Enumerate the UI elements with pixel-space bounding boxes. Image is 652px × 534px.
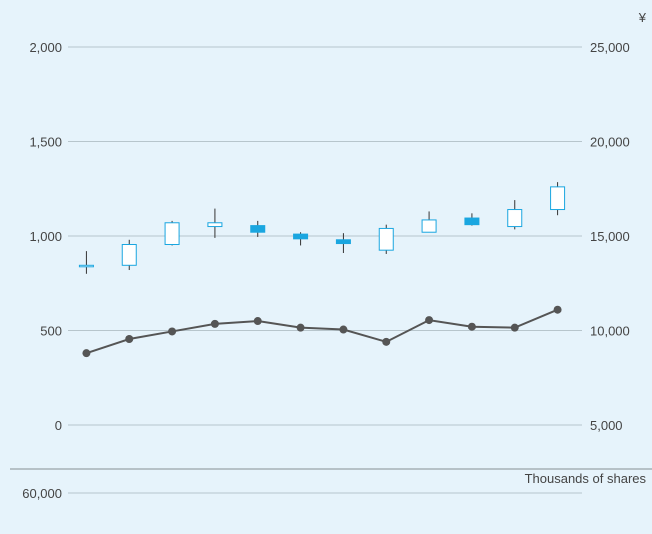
- right-axis-ticks: 5,000 10,000 15,000 20,000 25,000: [590, 40, 630, 433]
- candle-body: [250, 225, 266, 233]
- volume-unit-label: Thousands of shares: [525, 471, 647, 486]
- candlestick: [421, 211, 437, 233]
- line-point: [339, 325, 348, 334]
- right-axis-unit: ¥: [638, 10, 647, 25]
- candlestick: [78, 251, 94, 274]
- left-tick-label: 2,000: [29, 40, 62, 55]
- line-point: [296, 323, 305, 332]
- line-path: [86, 308, 558, 355]
- candlestick: [378, 224, 394, 254]
- line-point: [425, 316, 434, 325]
- line-point: [210, 319, 219, 328]
- candle-body: [121, 244, 137, 266]
- left-tick-label: 1,000: [29, 229, 62, 244]
- candle-body: [507, 209, 523, 228]
- left-tick-label: 0: [55, 418, 62, 433]
- candlestick: [507, 200, 523, 230]
- right-tick-label: 20,000: [590, 135, 630, 150]
- line-point: [382, 337, 391, 346]
- candle-body: [335, 239, 351, 245]
- line-point: [553, 305, 562, 314]
- volume-top-tick-label: 60,000: [22, 486, 62, 501]
- grid-lines: [68, 46, 582, 426]
- line-point: [125, 335, 134, 344]
- candle-body: [550, 186, 566, 211]
- candlesticks: [78, 182, 566, 274]
- right-tick-label: 25,000: [590, 40, 630, 55]
- left-axis-ticks: 0 500 1,000 1,500 2,000: [29, 40, 62, 433]
- candle-body: [378, 227, 394, 251]
- right-tick-label: 5,000: [590, 418, 623, 433]
- candle-body: [421, 219, 437, 233]
- line-point: [168, 327, 177, 336]
- line-point: [510, 323, 519, 332]
- candlestick: [335, 233, 351, 254]
- candlestick: [164, 220, 180, 246]
- candlestick: [293, 232, 309, 246]
- candle-body: [78, 264, 94, 268]
- candlestick: [550, 182, 566, 216]
- right-tick-label: 10,000: [590, 324, 630, 339]
- line-point: [82, 349, 91, 358]
- left-tick-label: 1,500: [29, 135, 62, 150]
- price-line-series: [82, 305, 562, 358]
- candlestick: [121, 239, 137, 271]
- candle-body: [464, 217, 480, 226]
- line-point: [253, 317, 262, 326]
- right-tick-label: 15,000: [590, 229, 630, 244]
- candle-body: [164, 222, 180, 246]
- candlestick: [250, 220, 266, 237]
- line-point: [467, 322, 476, 331]
- candle-body: [207, 222, 223, 228]
- candlestick: [464, 213, 480, 226]
- candle-body: [293, 233, 309, 240]
- candlestick: [207, 208, 223, 238]
- left-tick-label: 500: [40, 324, 62, 339]
